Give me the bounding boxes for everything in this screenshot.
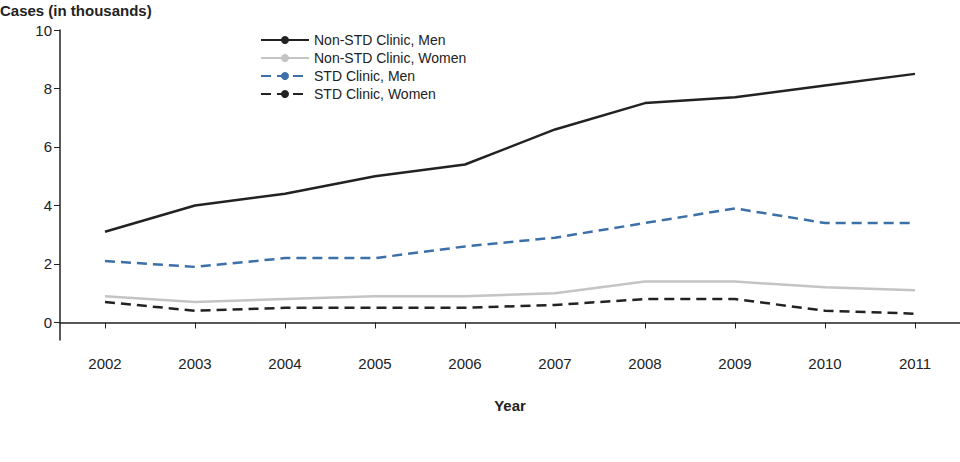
svg-text:Cases (in thousands): Cases (in thousands) [0,2,152,19]
svg-text:2003: 2003 [178,355,211,372]
svg-text:2007: 2007 [538,355,571,372]
svg-text:STD Clinic, Women: STD Clinic, Women [314,86,436,102]
svg-text:2011: 2011 [899,355,931,372]
svg-text:8: 8 [44,80,52,97]
svg-text:2009: 2009 [718,355,751,372]
svg-text:2005: 2005 [358,355,391,372]
svg-text:Non-STD Clinic, Men: Non-STD Clinic, Men [314,32,445,48]
svg-text:Non-STD Clinic, Women: Non-STD Clinic, Women [314,50,466,66]
svg-text:Year: Year [494,397,526,414]
svg-text:4: 4 [44,197,52,214]
svg-text:2006: 2006 [448,355,481,372]
svg-text:0: 0 [44,314,52,331]
svg-text:2004: 2004 [268,355,301,372]
svg-text:STD Clinic, Men: STD Clinic, Men [314,68,415,84]
svg-text:2: 2 [44,255,52,272]
svg-text:2008: 2008 [628,355,661,372]
svg-text:10: 10 [35,22,52,39]
svg-text:2002: 2002 [88,355,121,372]
svg-text:6: 6 [44,138,52,155]
svg-text:2010: 2010 [808,355,841,372]
